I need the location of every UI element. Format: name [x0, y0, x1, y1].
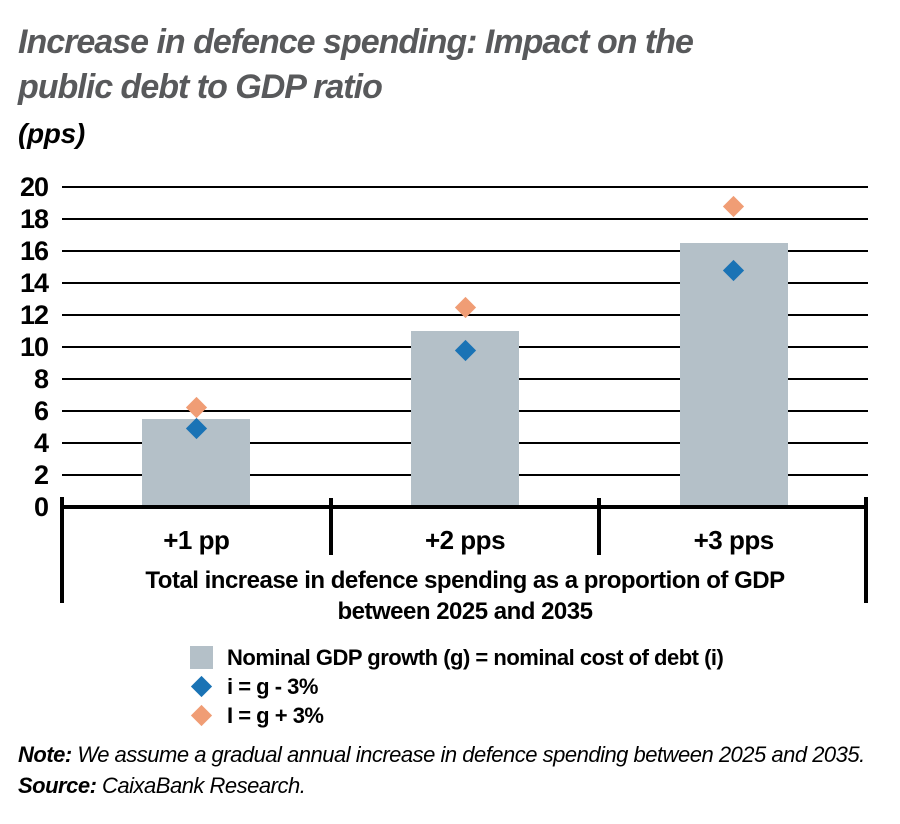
diamond-icon	[190, 704, 213, 727]
source-label: Source:	[18, 773, 97, 798]
legend: Nominal GDP growth (g) = nominal cost of…	[190, 644, 724, 733]
x-axis-left-tick	[60, 497, 64, 603]
chart-title: Increase in defence spending: Impact on …	[18, 20, 858, 110]
y-tick-label: 6	[33, 396, 49, 426]
chart-title-line1: Increase in defence spending: Impact on …	[18, 23, 694, 61]
legend-item: Nominal GDP growth (g) = nominal cost of…	[190, 644, 724, 670]
y-tick-label: 2	[33, 460, 49, 490]
y-tick-label: 12	[19, 300, 49, 330]
footer-notes: Note: We assume a gradual annual increas…	[18, 739, 888, 801]
note-text: We assume a gradual annual increase in d…	[71, 742, 865, 767]
category-labels: +1 pp +2 pps +3 pps	[62, 524, 868, 556]
y-tick-label: 20	[19, 172, 49, 202]
x-axis-title-line1: Total increase in defence spending as a …	[145, 567, 785, 594]
diamond-marker	[723, 195, 745, 217]
y-tick-label: 0	[33, 492, 49, 522]
y-tick-label: 8	[33, 364, 49, 394]
y-tick-label: 18	[19, 204, 49, 234]
bar	[679, 243, 788, 507]
y-axis-ticks: 0 2 4 6 8 10 12 14 16 18 20	[0, 173, 49, 521]
category-divider-tick	[597, 498, 602, 555]
legend-item: I = g + 3%	[190, 702, 723, 728]
gridline-16	[62, 250, 868, 252]
legend-square-icon	[190, 646, 213, 669]
legend-label: i = g - 3%	[227, 673, 318, 699]
y-tick-label: 16	[19, 236, 49, 266]
source-line: Source: CaixaBank Research.	[18, 770, 888, 801]
note-line: Note: We assume a gradual annual increas…	[18, 739, 888, 770]
legend-diamond-icon	[190, 675, 213, 698]
note-label: Note:	[18, 742, 72, 767]
chart-title-line2: public debt to GDP ratio	[18, 68, 383, 106]
y-tick-label: 14	[19, 268, 49, 298]
category-label: +2 pps	[424, 525, 506, 555]
category-label: +3 pps	[693, 525, 775, 555]
y-tick-label: 10	[19, 332, 49, 362]
chart-unit-label: (pps)	[18, 118, 85, 149]
gridline-18	[62, 218, 868, 220]
gridline-20	[62, 186, 868, 188]
category-label: +1 pp	[163, 525, 230, 555]
plot-area	[62, 186, 868, 555]
x-axis-right-tick	[864, 497, 868, 603]
x-axis-baseline	[62, 505, 868, 509]
gridline-14	[62, 282, 868, 284]
diamond-icon	[190, 675, 213, 698]
x-axis-title: Total increase in defence spending as a …	[62, 565, 868, 627]
y-tick-label: 4	[33, 428, 49, 458]
source-text: CaixaBank Research.	[96, 773, 306, 798]
legend-label: Nominal GDP growth (g) = nominal cost of…	[227, 644, 724, 670]
category-divider-tick	[328, 498, 333, 555]
x-axis-title-line2: between 2025 and 2035	[337, 598, 593, 625]
diamond-marker	[185, 397, 207, 419]
legend-label: I = g + 3%	[227, 702, 324, 728]
legend-diamond-icon	[190, 704, 213, 727]
legend-item: i = g - 3%	[190, 673, 723, 699]
